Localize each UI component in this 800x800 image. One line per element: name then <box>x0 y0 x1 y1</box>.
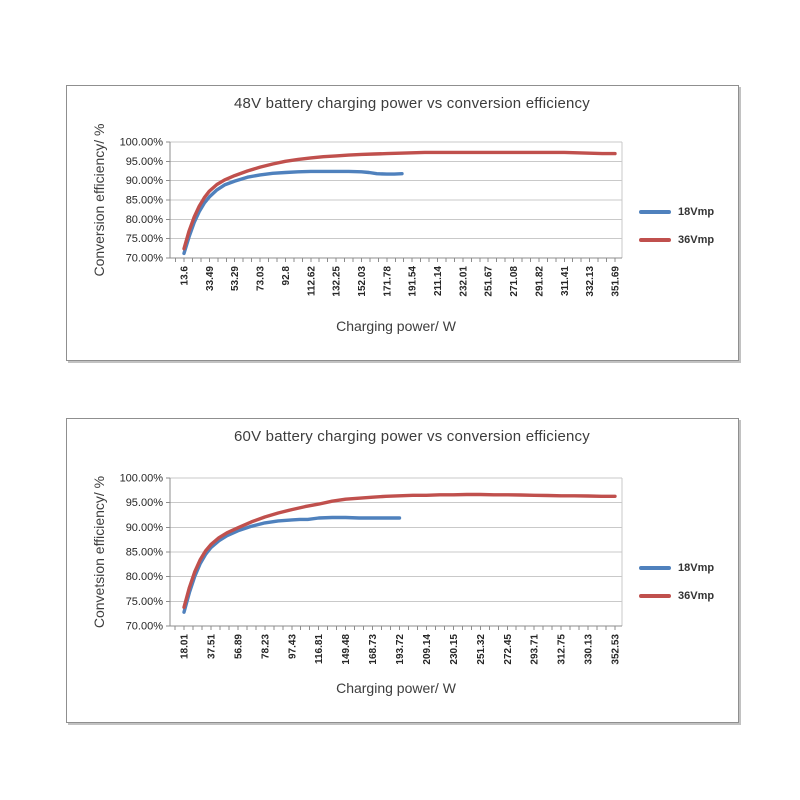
plot-area: 100.00% 95.00% 90.00% 85.00% 80.00% 75.00% 70.… <box>120 473 623 665</box>
series-line-36vmp <box>182 150 617 251</box>
series-line-18vmp <box>182 169 404 256</box>
plot-area: 100.00% 95.00% 90.00% 85.00% 80.00% 75.00% 70.… <box>120 137 623 297</box>
x-tick-label: 78.23 <box>260 634 271 659</box>
x-tick-label: 33.49 <box>205 266 216 291</box>
y-tick-label: 75.00% <box>126 233 164 245</box>
x-tick-label: 332.13 <box>585 266 596 297</box>
chart-title: 48V battery charging power vs conversion… <box>234 95 590 112</box>
x-tick-label: 209.14 <box>422 634 433 665</box>
x-tick-label: 37.51 <box>206 634 217 659</box>
x-tick-label: 97.43 <box>287 634 298 659</box>
x-tick-label: 251.32 <box>476 634 487 665</box>
y-tick-label: 95.00% <box>126 156 164 168</box>
x-axis-title: Charging power/ W <box>336 680 456 696</box>
x-tick-label: 311.41 <box>560 266 571 296</box>
x-tick-label: 352.53 <box>611 634 622 665</box>
legend-label: 36Vmp <box>678 234 715 246</box>
legend-item-36vmp: 36Vmp <box>639 588 734 604</box>
chart-60v: 100.00% 95.00% 90.00% 85.00% 80.00% 75.00% 70.… <box>66 418 739 723</box>
x-tick-label: 193.72 <box>395 634 406 665</box>
legend-label: 36Vmp <box>678 590 715 602</box>
x-axis-title: Charging power/ W <box>336 318 456 334</box>
x-tick-label: 351.69 <box>611 266 622 297</box>
y-tick-label: 80.00% <box>126 214 164 226</box>
x-tick-label: 92.8 <box>281 266 292 286</box>
y-tick-label: 80.00% <box>126 571 164 583</box>
legend-label: 18Vmp <box>678 562 715 574</box>
legend-swatch <box>639 566 671 570</box>
y-tick-label: 70.00% <box>126 253 164 265</box>
legend-item-36vmp: 36Vmp <box>639 232 734 248</box>
chart-48v: 100.00% 95.00% 90.00% 85.00% 80.00% 75.00% 70.… <box>66 85 739 361</box>
legend: 18Vmp 36Vmp <box>639 204 734 260</box>
x-tick-label: 232.01 <box>458 266 469 297</box>
y-tick-label: 85.00% <box>126 195 164 207</box>
y-tick-label: 85.00% <box>126 547 164 559</box>
x-tick-label: 312.75 <box>557 634 568 665</box>
x-tick-label: 251.67 <box>484 266 495 297</box>
y-tick-label: 90.00% <box>126 175 164 187</box>
x-tick-label: 56.89 <box>233 634 244 659</box>
x-tick-label: 191.54 <box>408 266 419 297</box>
legend-item-18vmp: 18Vmp <box>639 204 734 220</box>
x-tick-label: 112.62 <box>306 266 317 296</box>
x-tick-label: 132.25 <box>332 266 343 297</box>
x-tick-label: 13.6 <box>180 266 191 286</box>
series-line-18vmp <box>182 515 402 614</box>
legend-swatch <box>639 210 671 214</box>
legend-swatch <box>639 594 671 598</box>
x-tick-label: 149.48 <box>341 634 352 665</box>
x-tick-label: 152.03 <box>357 266 368 297</box>
x-tick-label: 330.13 <box>584 634 595 665</box>
series-line-36vmp <box>182 492 617 610</box>
y-axis-title: Convetsion efficiency/ % <box>91 475 107 629</box>
x-tick-label: 53.29 <box>230 266 241 291</box>
chart-title: 60V battery charging power vs conversion… <box>234 428 590 445</box>
x-tick-label: 293.71 <box>530 634 541 665</box>
y-tick-label: 75.00% <box>126 596 164 608</box>
legend-item-18vmp: 18Vmp <box>639 560 734 576</box>
x-tick-label: 171.78 <box>382 266 393 297</box>
x-tick-label: 18.01 <box>180 634 191 659</box>
x-tick-label: 168.73 <box>368 634 379 665</box>
y-tick-label: 95.00% <box>126 497 164 509</box>
y-tick-label: 90.00% <box>126 522 164 534</box>
y-tick-label: 100.00% <box>120 473 164 485</box>
y-axis-title: Conversion efficiency/ % <box>91 123 107 277</box>
legend: 18Vmp 36Vmp <box>639 560 734 616</box>
x-tick-label: 230.15 <box>449 634 460 665</box>
y-tick-label: 100.00% <box>120 137 164 149</box>
legend-label: 18Vmp <box>678 206 715 218</box>
x-tick-label: 271.08 <box>509 266 520 297</box>
x-tick-label: 116.81 <box>314 634 325 664</box>
x-tick-label: 211.14 <box>433 266 444 296</box>
y-tick-label: 70.00% <box>126 621 164 633</box>
x-tick-label: 272.45 <box>503 634 514 665</box>
legend-swatch <box>639 238 671 242</box>
x-tick-label: 73.03 <box>256 266 267 291</box>
x-tick-label: 291.82 <box>534 266 545 297</box>
